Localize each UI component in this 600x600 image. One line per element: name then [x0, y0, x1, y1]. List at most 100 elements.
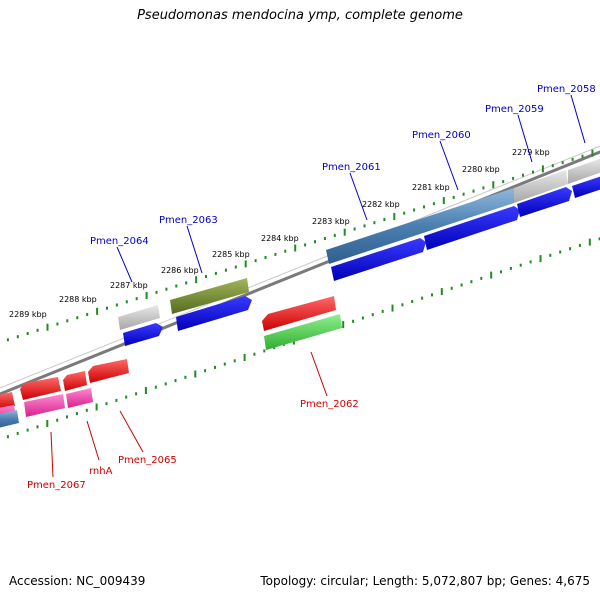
- scale-minor-tick: [154, 385, 157, 389]
- gene-feature-red[interactable]: [0, 392, 15, 410]
- kbp-label: 2281 kbp: [412, 183, 450, 192]
- scale-minor-tick: [512, 176, 515, 180]
- scale-minor-tick: [413, 208, 416, 212]
- scale-minor-tick: [509, 267, 512, 270]
- gene-feature-steel[interactable]: [0, 410, 19, 428]
- scale-minor-tick: [56, 322, 59, 326]
- scale-major-tick: [95, 403, 98, 411]
- gene-feature-rnha[interactable]: [66, 388, 93, 408]
- scale-minor-tick: [184, 375, 187, 379]
- gene-label-pmen-2065[interactable]: Pmen_2065: [118, 455, 177, 466]
- scale-major-tick: [194, 370, 197, 378]
- scale-minor-tick: [115, 398, 118, 402]
- gene-label-pmen-2058[interactable]: Pmen_2058: [537, 84, 596, 95]
- scale-minor-tick: [502, 180, 505, 184]
- accession-text: Accession: NC_009439: [9, 574, 146, 588]
- scale-minor-tick: [529, 260, 532, 264]
- gene-label-pmen-2059[interactable]: Pmen_2059: [485, 104, 544, 115]
- scale-minor-tick: [363, 224, 366, 228]
- scale-minor-tick: [56, 418, 59, 422]
- scale-minor-tick: [214, 271, 217, 275]
- scale-minor-tick: [421, 296, 424, 300]
- cds-arrow[interactable]: [176, 296, 252, 331]
- scale-minor-tick: [522, 173, 524, 177]
- cds-arrow[interactable]: [572, 176, 600, 198]
- topology-text: Topology: circular; Length: 5,072,807 bp…: [260, 574, 590, 588]
- gene-label-pmen-2061[interactable]: Pmen_2061: [322, 162, 381, 173]
- scale-minor-tick: [571, 157, 574, 161]
- gene-label-pmen-2067[interactable]: Pmen_2067: [27, 480, 86, 491]
- scale-major-tick: [144, 387, 147, 394]
- gene-feature-green[interactable]: [264, 314, 342, 350]
- gene-feature-pmen-2064[interactable]: [118, 305, 160, 330]
- scale-major-tick: [46, 323, 49, 331]
- scale-minor-tick: [314, 240, 316, 244]
- scale-minor-tick: [470, 280, 473, 284]
- scale-minor-tick: [263, 349, 266, 353]
- scale-major-tick: [243, 354, 246, 361]
- gene-label-pmen-2060[interactable]: Pmen_2060: [412, 130, 471, 141]
- scale-minor-tick: [431, 293, 433, 297]
- scale-major-tick: [342, 321, 345, 329]
- scale-major-tick: [442, 197, 445, 205]
- scale-minor-tick: [164, 382, 167, 386]
- scale-minor-tick: [333, 233, 336, 237]
- scale-minor-tick: [36, 425, 39, 429]
- kbp-label: 2280 kbp: [462, 165, 500, 174]
- scale-minor-tick: [353, 227, 356, 231]
- gene-feature-pmen-2058[interactable]: [568, 158, 600, 184]
- scale-minor-tick: [460, 283, 463, 287]
- gene-feature-pmen-2067[interactable]: [24, 394, 65, 417]
- gene-label-pmen-2062[interactable]: Pmen_2062: [300, 399, 359, 410]
- gene-feature-red[interactable]: [63, 371, 87, 391]
- scale-minor-tick: [224, 268, 227, 272]
- scale-major-tick: [440, 288, 443, 296]
- feature-lane-upper: [118, 158, 600, 330]
- gene-label-pmen-2063[interactable]: Pmen_2063: [159, 215, 218, 226]
- scale-minor-tick: [16, 335, 19, 339]
- scale-minor-tick: [519, 263, 522, 267]
- scale-minor-tick: [472, 189, 475, 193]
- gene-label-rnha[interactable]: rnhA: [89, 466, 113, 477]
- gene-feature-pmen-2062[interactable]: [262, 296, 336, 331]
- scale-minor-tick: [234, 265, 237, 269]
- scale-minor-tick: [482, 186, 485, 190]
- gene-feature-pmen-2061[interactable]: [326, 188, 514, 264]
- scale-minor-tick: [115, 303, 118, 307]
- scale-minor-tick: [480, 276, 483, 280]
- gene-feature-red[interactable]: [20, 377, 61, 400]
- genome-backbone-inner: [0, 145, 600, 389]
- scale-minor-tick: [254, 259, 257, 263]
- kbp-label: 2285 kbp: [212, 250, 250, 259]
- map-title: Pseudomonas mendocina ymp, complete geno…: [137, 8, 463, 23]
- scale-major-tick: [145, 292, 148, 299]
- gene-feature-pmen-2059[interactable]: [514, 170, 568, 203]
- scale-minor-tick: [559, 250, 562, 254]
- scale-minor-tick: [135, 392, 138, 396]
- gene-feature-pmen-2063[interactable]: [170, 278, 249, 314]
- scale-minor-tick: [450, 286, 453, 290]
- scale-minor-tick: [569, 247, 572, 251]
- kbp-label: 2287 kbp: [110, 281, 148, 290]
- scale-minor-tick: [284, 249, 287, 253]
- scale-major-tick: [195, 276, 198, 284]
- scale-major-tick: [244, 260, 247, 268]
- scale-minor-tick: [165, 287, 168, 291]
- cds-arrow[interactable]: [517, 187, 572, 217]
- scale-major-tick: [588, 238, 591, 246]
- cds-arrow[interactable]: [123, 323, 163, 346]
- cds-arrow[interactable]: [424, 206, 520, 250]
- cds-arrow[interactable]: [331, 238, 426, 281]
- scale-minor-tick: [205, 275, 207, 278]
- scale-major-tick: [343, 228, 346, 236]
- scale-major-tick: [492, 181, 495, 189]
- gene-label-pmen-2064[interactable]: Pmen_2064: [90, 236, 149, 247]
- scale-minor-tick: [383, 218, 386, 221]
- scale-minor-tick: [36, 328, 39, 332]
- scale-minor-tick: [373, 221, 376, 225]
- gene-feature-red[interactable]: [88, 359, 129, 383]
- scale-minor-tick: [432, 202, 435, 206]
- kbp-label: 2283 kbp: [312, 217, 350, 226]
- scale-minor-tick: [462, 192, 465, 196]
